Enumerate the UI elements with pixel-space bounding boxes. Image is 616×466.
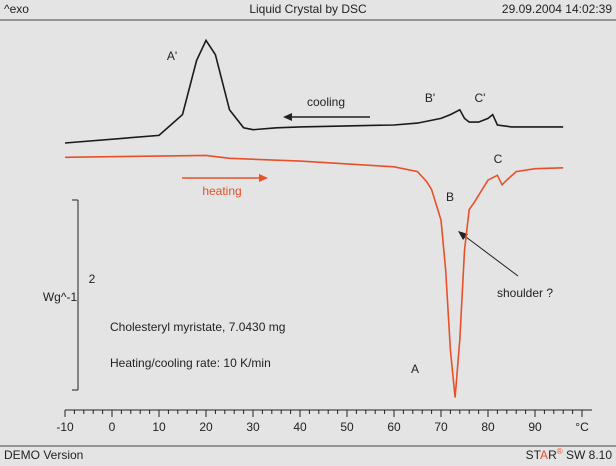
x-tick-label: 90 bbox=[528, 420, 542, 434]
arrow-head bbox=[283, 113, 292, 121]
header-left: ^exo bbox=[4, 2, 29, 16]
annotation: B bbox=[446, 190, 454, 204]
x-tick-label: 10 bbox=[152, 420, 166, 434]
footer-part: R bbox=[548, 448, 557, 462]
footer-part: SW 8.10 bbox=[563, 448, 613, 462]
x-tick-label: 20 bbox=[199, 420, 213, 434]
annotation: A bbox=[411, 362, 419, 376]
header-title: Liquid Crystal by DSC bbox=[249, 2, 367, 16]
footer-part: ® bbox=[557, 447, 563, 456]
annotation: B' bbox=[425, 91, 435, 105]
annotation: heating bbox=[202, 184, 241, 198]
footer-part: ST bbox=[526, 448, 542, 462]
series-line bbox=[64, 38, 564, 144]
header-right: 29.09.2004 14:02:39 bbox=[502, 2, 612, 16]
x-tick-label: -10 bbox=[56, 420, 74, 434]
x-tick-label: 40 bbox=[293, 420, 307, 434]
annotation: Cholesteryl myristate, 7.0430 mg bbox=[110, 320, 285, 334]
scale-value: 2 bbox=[89, 272, 96, 286]
x-tick-label: 70 bbox=[434, 420, 448, 434]
shoulder-arrow bbox=[461, 233, 519, 277]
arrow-head bbox=[259, 174, 268, 182]
annotation: cooling bbox=[307, 95, 345, 109]
annotation: Heating/cooling rate: 10 K/min bbox=[110, 356, 271, 370]
x-tick-label: 30 bbox=[246, 420, 260, 434]
x-tick-label: °C bbox=[575, 420, 589, 434]
annotation: C bbox=[494, 152, 503, 166]
x-tick-label: 80 bbox=[481, 420, 495, 434]
footer-left: DEMO Version bbox=[4, 448, 83, 462]
scale-unit: Wg^-1 bbox=[43, 290, 78, 304]
x-tick-label: 60 bbox=[387, 420, 401, 434]
footer-part: A bbox=[540, 448, 548, 462]
annotation: shoulder ? bbox=[497, 286, 553, 300]
x-tick-label: 0 bbox=[109, 420, 116, 434]
footer-right: STAR® SW 8.10 bbox=[526, 447, 613, 462]
annotation: A' bbox=[167, 49, 177, 63]
x-tick-label: 50 bbox=[340, 420, 354, 434]
annotation: C' bbox=[475, 91, 486, 105]
series-line bbox=[64, 154, 564, 398]
arrow-head bbox=[458, 231, 468, 240]
